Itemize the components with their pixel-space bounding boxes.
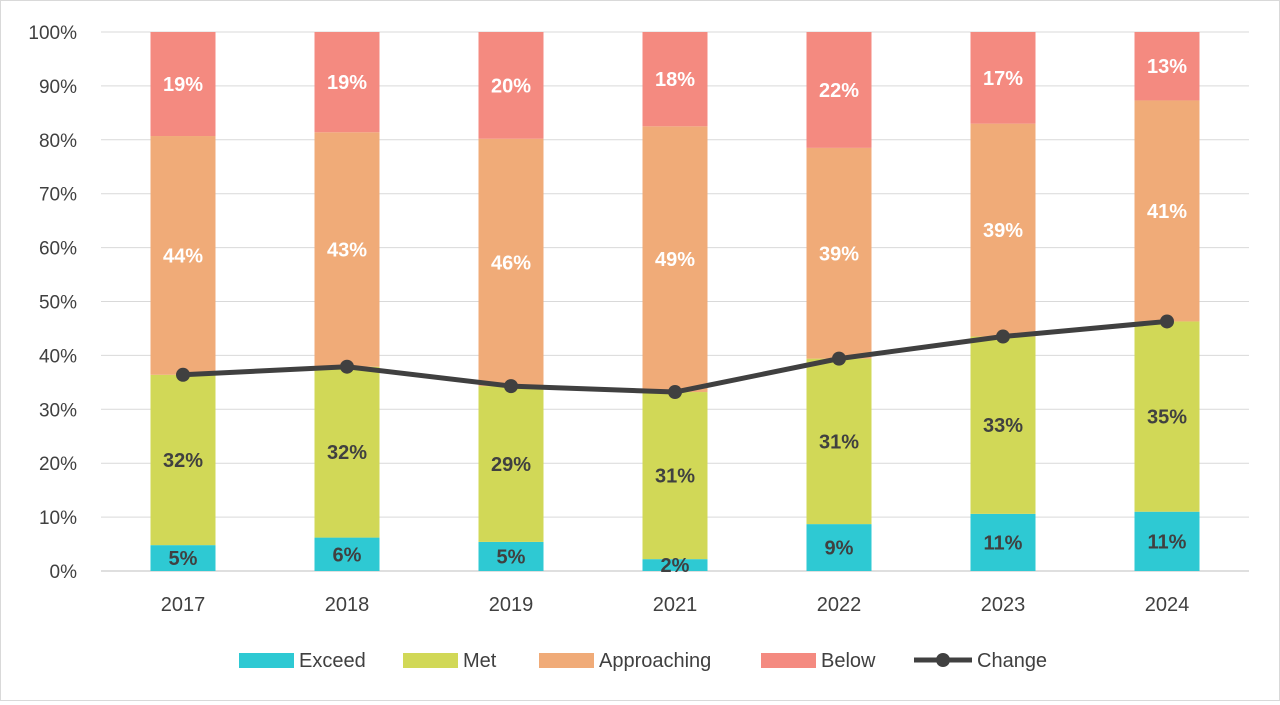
data-label-met: 29% <box>491 454 531 476</box>
y-tick-label: 90% <box>39 77 77 98</box>
legend-label-approaching: Approaching <box>599 650 711 672</box>
y-tick-label: 50% <box>39 293 77 314</box>
bar-segment-approaching <box>1134 100 1200 322</box>
bar-segment-exceed <box>150 545 216 571</box>
y-tick-label: 40% <box>39 346 77 367</box>
x-tick-label: 2017 <box>161 594 206 616</box>
y-tick-label: 100% <box>28 23 77 44</box>
bar-segment-met <box>806 358 872 525</box>
bar-segment-met <box>478 386 544 542</box>
y-tick-label: 60% <box>39 239 77 260</box>
bar-segment-exceed <box>970 513 1036 571</box>
data-label-below: 18% <box>655 69 695 91</box>
bar-segment-approaching <box>970 123 1036 337</box>
data-label-approaching: 41% <box>1147 201 1187 223</box>
data-label-met: 33% <box>983 415 1023 437</box>
data-labels: 5% 32% 44% 19% 6% 32% 43% 19% 5% 29% 46% 20% 2% 31% 49… <box>163 56 1187 577</box>
data-label-approaching: 49% <box>655 249 695 271</box>
data-label-met: 32% <box>163 450 203 472</box>
x-tick-label: 2022 <box>817 594 862 616</box>
legend: Exceed Met Approaching Below Change <box>239 650 1047 672</box>
x-tick-label: 2021 <box>653 594 698 616</box>
y-tick-label: 30% <box>39 400 77 421</box>
data-label-exceed: 2% <box>661 555 690 577</box>
data-label-below: 19% <box>163 74 203 96</box>
bar-segment-met <box>1134 321 1200 512</box>
legend-label-change: Change <box>977 650 1047 672</box>
data-label-exceed: 5% <box>169 548 198 570</box>
x-tick-label: 2023 <box>981 594 1026 616</box>
x-tick-label: 2019 <box>489 594 534 616</box>
bar-segment-below <box>478 32 544 139</box>
bar-segment-met <box>314 366 380 538</box>
data-label-exceed: 11% <box>1148 531 1187 553</box>
data-label-below: 20% <box>491 75 531 97</box>
data-label-approaching: 46% <box>491 252 531 274</box>
legend-swatch-marker <box>936 653 950 667</box>
legend-label-exceed: Exceed <box>299 650 366 672</box>
bar-segment-below <box>150 32 216 137</box>
change-marker <box>832 351 846 366</box>
data-label-below: 13% <box>1147 56 1187 78</box>
data-label-met: 31% <box>819 431 859 453</box>
y-tick-label: 20% <box>39 454 77 475</box>
data-label-approaching: 39% <box>983 220 1023 242</box>
bar-segment-exceed <box>1134 511 1200 571</box>
bar-segment-approaching <box>478 138 544 387</box>
legend-label-below: Below <box>821 650 876 672</box>
change-marker <box>996 329 1010 344</box>
y-tick-label: 80% <box>39 131 77 152</box>
data-label-met: 31% <box>655 466 695 488</box>
y-tick-label: 0% <box>50 562 78 583</box>
data-label-exceed: 5% <box>497 546 526 568</box>
change-line <box>176 314 1174 400</box>
data-label-below: 17% <box>983 68 1023 90</box>
data-label-met: 35% <box>1147 407 1187 429</box>
bar-segment-below <box>314 32 380 133</box>
data-label-below: 22% <box>819 80 859 102</box>
data-label-below: 19% <box>327 72 367 94</box>
change-marker <box>176 367 190 382</box>
bar-segment-below <box>642 32 708 127</box>
bar-segment-exceed <box>642 559 708 571</box>
data-label-approaching: 43% <box>327 239 367 261</box>
change-marker <box>1160 314 1174 329</box>
bar-segment-approaching <box>150 136 216 375</box>
data-label-exceed: 9% <box>825 538 854 560</box>
x-tick-label: 2018 <box>325 594 370 616</box>
x-axis-ticks: 2017 2018 2019 2021 2022 2023 2024 <box>161 594 1190 616</box>
bar-segment-approaching <box>642 126 708 393</box>
data-label-approaching: 44% <box>163 245 203 267</box>
bar-segment-below <box>1134 32 1200 101</box>
bar-segment-approaching <box>806 147 872 359</box>
bar-segment-exceed <box>478 541 544 571</box>
bars <box>150 32 1200 571</box>
change-marker <box>340 359 354 374</box>
legend-label-met: Met <box>463 650 497 672</box>
legend-swatch-below <box>761 653 816 668</box>
legend-swatch-met <box>403 653 458 668</box>
change-marker <box>504 379 518 394</box>
data-label-exceed: 6% <box>333 544 362 566</box>
y-tick-label: 70% <box>39 185 77 206</box>
bar-segment-met <box>970 336 1036 514</box>
bar-segment-approaching <box>314 132 380 367</box>
bar-segment-met <box>150 374 216 546</box>
bar-segment-exceed <box>314 537 380 571</box>
bar-segment-met <box>642 392 708 560</box>
y-axis-ticks: 0% 10% 20% 30% 40% 50% 60% 70% 80% 90% 100% <box>28 23 77 583</box>
bar-segment-below <box>970 32 1036 124</box>
change-marker <box>668 385 682 400</box>
bar-segment-exceed <box>806 524 872 571</box>
data-label-met: 32% <box>327 442 367 464</box>
y-tick-label: 10% <box>39 508 77 529</box>
data-label-exceed: 11% <box>984 532 1023 554</box>
legend-swatch-exceed <box>239 653 294 668</box>
x-tick-label: 2024 <box>1145 594 1190 616</box>
data-label-approaching: 39% <box>819 243 859 265</box>
bar-segment-below <box>806 32 872 148</box>
legend-swatch-approaching <box>539 653 594 668</box>
